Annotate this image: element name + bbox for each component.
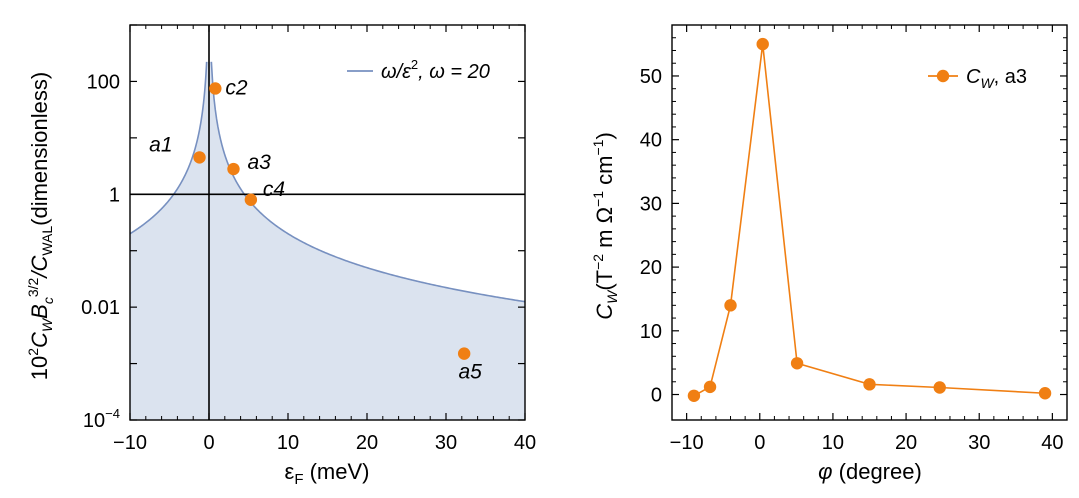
left-y-axis-label: 102CWBc3/2/CWAL(dimensionless): [25, 72, 56, 380]
data-point: [703, 380, 717, 394]
x-tick-label: −10: [670, 432, 704, 454]
left-x-axis-label: εF (meV): [285, 459, 370, 488]
data-point: [756, 37, 769, 51]
right-x-axis-label: φ (degree): [818, 459, 922, 484]
series-line-cw-a3: [693, 44, 1046, 397]
x-tick-label: 40: [514, 432, 536, 454]
left-y-ticks: 100 1 0.01 10−4: [81, 24, 525, 432]
right-y-ticks: 0 10 20 30 40 50: [640, 37, 1067, 407]
x-tick-label: 0: [203, 432, 214, 454]
point-label-c2: c2: [225, 76, 248, 99]
left-plot-frame: [129, 24, 526, 421]
x-tick-label: 40: [1041, 432, 1063, 454]
data-point-a3: [227, 162, 240, 176]
y-tick-label: 0: [651, 385, 662, 407]
x-tick-label: 20: [895, 432, 917, 454]
y-tick-label: 40: [640, 130, 662, 152]
y-tick-label: 10: [640, 321, 662, 343]
data-point: [724, 299, 737, 312]
right-chart: −10 0 10 20 30 40 0 10 20 30 40 50 CW, a3 φ (degre…: [590, 24, 1068, 484]
data-point-c2: [209, 82, 222, 95]
data-point-a1: [193, 151, 206, 164]
left-chart: −10 0 10 20 30 40 100 1 0.01 10−4 a1 c2 a3 c4 a5 ω/ε…: [25, 24, 536, 488]
left-points: a1 c2 a3 c4 a5: [149, 76, 482, 383]
right-x-ticks: −10 0 10 20 30 40: [670, 25, 1063, 454]
right-legend: CW, a3: [928, 66, 1027, 91]
right-y-axis-label: CW(T−2 m Ω−1 cm−1): [590, 132, 620, 320]
data-point: [863, 378, 876, 391]
point-label-a1: a1: [149, 133, 172, 156]
point-label-a3: a3: [247, 151, 271, 174]
y-tick-label: 20: [640, 257, 662, 279]
curve-omega-over-eps2: [130, 61, 525, 303]
point-label-c4: c4: [263, 178, 285, 201]
y-tick-label: 0.01: [81, 297, 120, 319]
data-point-a5: [457, 347, 471, 360]
data-point: [933, 381, 946, 394]
x-tick-label: 30: [968, 432, 990, 454]
left-x-ticks: −10 0 10 20 30 40: [113, 25, 536, 454]
y-tick-label: 1: [109, 184, 120, 206]
y-tick-label: 50: [640, 66, 662, 88]
x-tick-label: 0: [754, 432, 765, 454]
legend-label: CW, a3: [966, 66, 1027, 91]
data-point: [790, 357, 804, 370]
x-tick-label: 20: [356, 432, 378, 454]
data-point: [1038, 387, 1052, 400]
y-tick-label: 100: [87, 71, 120, 93]
area-under-curve: [130, 61, 525, 420]
x-tick-label: 10: [822, 432, 844, 454]
legend-marker-swatch: [936, 69, 950, 83]
left-legend: ω/ε2, ω = 20: [347, 57, 490, 83]
data-point-c4: [244, 193, 258, 206]
x-tick-label: 30: [435, 432, 457, 454]
data-point: [687, 389, 701, 402]
x-tick-label: −10: [113, 432, 147, 454]
right-points: [687, 37, 1052, 402]
y-tick-label: 10−4: [83, 406, 120, 432]
right-plot-frame: [671, 24, 1068, 421]
point-label-a5: a5: [458, 361, 482, 384]
x-tick-label: 10: [277, 432, 299, 454]
y-tick-label: 30: [640, 193, 662, 215]
legend-label: ω/ε2, ω = 20: [381, 57, 490, 83]
